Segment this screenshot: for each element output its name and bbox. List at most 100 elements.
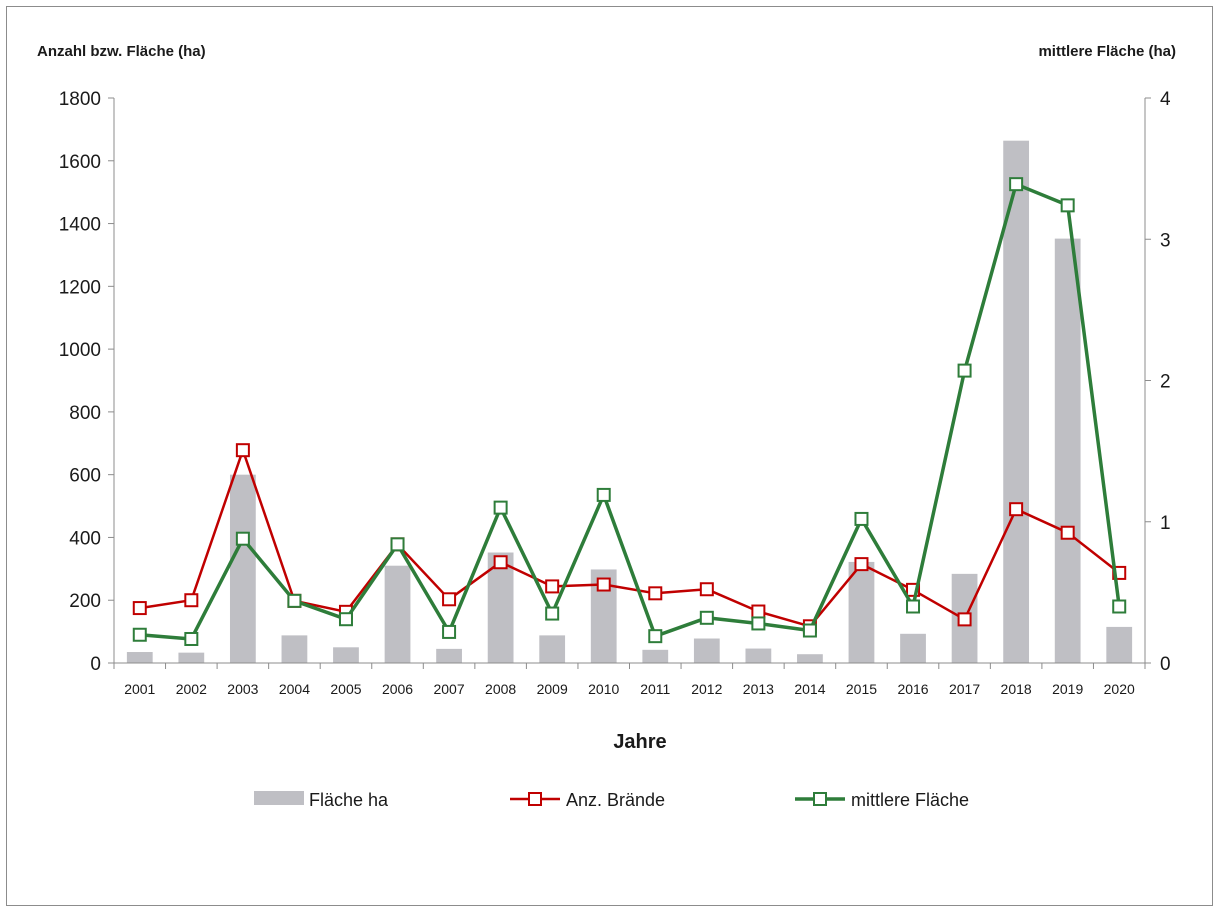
point-mittlere-flaeche-2012	[699, 610, 714, 625]
x-tick-label-2006: 2006	[382, 681, 413, 697]
point-braende-2009	[545, 579, 560, 594]
bar-flaeche-2009	[539, 635, 566, 663]
point-braende-2001	[132, 601, 147, 616]
point-mittlere-flaeche-2015	[854, 511, 869, 526]
x-tick-label-2008: 2008	[485, 681, 516, 697]
point-mittlere-flaeche-2010	[596, 487, 611, 502]
bar-series	[126, 140, 1133, 663]
bar-flaeche-2006	[384, 565, 411, 663]
x-tick-label-2015: 2015	[846, 681, 877, 697]
point-mittlere-flaeche-2005	[338, 612, 353, 627]
x-tick-label-2009: 2009	[537, 681, 568, 697]
point-mittlere-flaeche-2019	[1060, 198, 1075, 213]
point-braende-2002	[184, 593, 199, 608]
bar-flaeche-2005	[333, 647, 359, 663]
x-tick-label-2010: 2010	[588, 681, 619, 697]
x-tick-label-2002: 2002	[176, 681, 207, 697]
point-mittlere-flaeche-2007	[442, 624, 457, 639]
x-tick-label-2003: 2003	[227, 681, 258, 697]
point-mittlere-flaeche-2006	[390, 537, 405, 552]
point-braende-2017	[957, 612, 972, 627]
x-tick-label-2018: 2018	[1001, 681, 1032, 697]
point-braende-2013	[751, 604, 766, 619]
x-tick-label-2001: 2001	[124, 681, 155, 697]
legend-marker-braende	[528, 792, 542, 806]
line-mittlere-flaeche	[139, 182, 1121, 641]
point-braende-2018	[1009, 502, 1024, 517]
point-mittlere-flaeche-2017	[957, 363, 972, 378]
bar-flaeche-2013	[745, 648, 772, 663]
x-tick-labels: 2001 2002 2003 2004 2005 2006 2007 2008 2009 2010…	[124, 681, 1135, 697]
chart: Anzahl bzw. Fläche (ha) mittlere Fläche …	[37, 43, 1176, 810]
point-mittlere-flaeche-2003	[235, 531, 250, 546]
point-mittlere-flaeche-2009	[545, 606, 560, 621]
point-mittlere-flaeche-2013	[751, 616, 766, 631]
bar-flaeche-2016	[900, 633, 926, 663]
y-tick-label-right: 3	[1160, 230, 1171, 251]
point-braende-2008	[493, 555, 508, 570]
y-tick-label-left: 1400	[59, 215, 101, 236]
legend-swatch-flaeche	[254, 791, 304, 805]
point-mittlere-flaeche-2001	[132, 627, 147, 642]
bar-flaeche-2004	[281, 635, 308, 663]
legend-label-mittlere: mittlere Fläche	[851, 790, 969, 810]
x-tick-label-2011: 2011	[640, 681, 670, 697]
y-tick-label-left: 0	[90, 654, 101, 675]
y-tick-label-left: 1000	[59, 340, 101, 361]
bar-flaeche-2018	[1003, 140, 1030, 663]
x-tick-label-2014: 2014	[794, 681, 825, 697]
point-mittlere-flaeche-2002	[184, 631, 199, 646]
y-tick-label-left: 200	[69, 591, 101, 612]
bar-flaeche-2002	[178, 652, 205, 663]
point-braende-2019	[1060, 525, 1075, 540]
point-braende-2015	[854, 557, 869, 572]
x-tick-label-2017: 2017	[949, 681, 980, 697]
y-tick-label-left: 1600	[59, 152, 101, 173]
x-tick-label-2007: 2007	[433, 681, 464, 697]
y-tick-label-right: 0	[1160, 654, 1171, 675]
bar-flaeche-2015	[848, 561, 875, 663]
legend: Fläche ha Anz. Brände mittlere Fläche	[254, 790, 969, 810]
x-tick-label-2012: 2012	[691, 681, 722, 697]
y-tick-label-right: 1	[1160, 513, 1171, 534]
point-braende-2012	[699, 582, 714, 597]
bar-flaeche-2012	[693, 638, 720, 663]
point-mittlere-flaeche-2016	[906, 599, 921, 614]
legend-label-flaeche: Fläche ha	[309, 790, 389, 810]
point-braende-2007	[442, 592, 457, 607]
x-tick-label-2013: 2013	[743, 681, 774, 697]
legend-label-braende: Anz. Brände	[566, 790, 665, 810]
y-tick-label-left: 600	[69, 466, 101, 487]
point-mittlere-flaeche-2008	[493, 500, 508, 515]
legend-marker-mittlere	[813, 792, 827, 806]
y-tick-label-right: 2	[1160, 372, 1171, 393]
x-tick-label-2004: 2004	[279, 681, 310, 697]
axes: 0 200 400 600 800 1000 1200 1400 1600 1800 0 1 2 3 4	[59, 89, 1171, 675]
y-axis-title-left: Anzahl bzw. Fläche (ha)	[37, 43, 206, 60]
point-mittlere-flaeche-2020	[1112, 599, 1127, 614]
point-mittlere-flaeche-2011	[648, 629, 663, 644]
bar-flaeche-2020	[1106, 626, 1133, 663]
point-mittlere-flaeche-2014	[802, 623, 817, 638]
y-tick-label-left: 800	[69, 403, 101, 424]
point-braende-2010	[596, 577, 611, 592]
bar-flaeche-2014	[797, 654, 823, 663]
line-series	[132, 177, 1127, 646]
x-tick-label-2016: 2016	[897, 681, 928, 697]
x-tick-label-2020: 2020	[1104, 681, 1135, 697]
bar-flaeche-2007	[436, 648, 462, 663]
y-tick-label-right: 4	[1160, 89, 1171, 110]
point-braende-2011	[648, 586, 663, 601]
y-tick-label-left: 400	[69, 528, 101, 549]
bar-flaeche-2019	[1054, 238, 1081, 663]
y-tick-label-left: 1800	[59, 89, 101, 110]
point-braende-2003	[235, 443, 250, 458]
bar-flaeche-2003	[229, 474, 256, 663]
x-axis-title: Jahre	[613, 731, 666, 753]
bar-flaeche-2011	[642, 649, 669, 663]
bar-flaeche-2008	[487, 552, 514, 663]
y-tick-label-left: 1200	[59, 277, 101, 298]
x-tick-label-2005: 2005	[330, 681, 361, 697]
y-axis-title-right: mittlere Fläche (ha)	[1038, 43, 1176, 60]
point-mittlere-flaeche-2018	[1009, 177, 1024, 192]
